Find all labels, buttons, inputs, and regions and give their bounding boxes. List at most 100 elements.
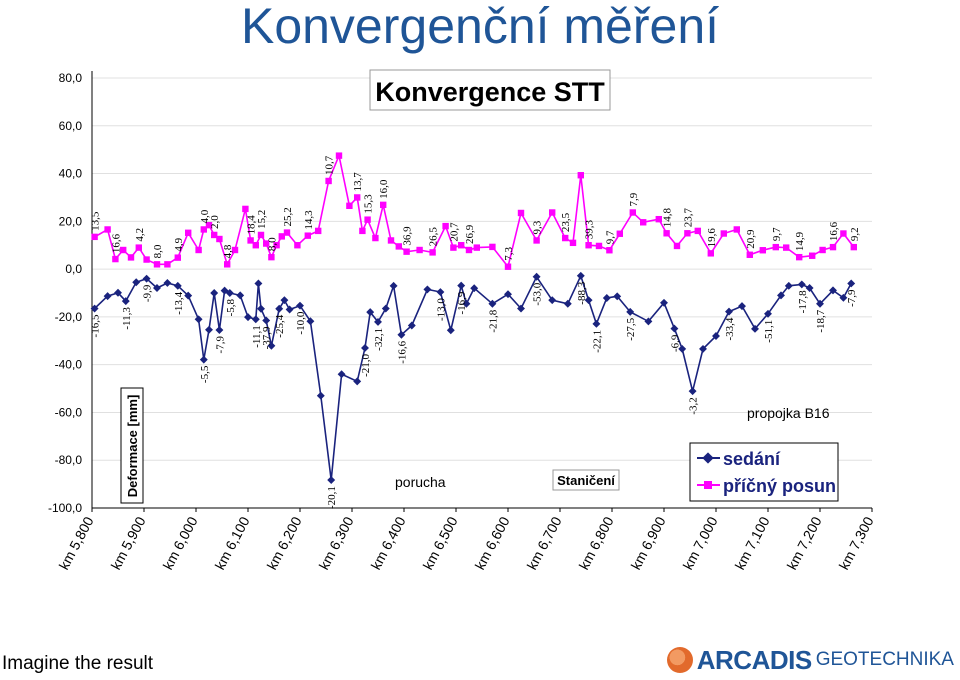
series-pricny-posun-point [673, 242, 681, 250]
series-pricny-posun-point [252, 242, 259, 249]
company-logo: ARCADIS GEOTECHNIKA [666, 644, 954, 675]
x-tick-label: km 7,200 [783, 514, 824, 573]
series-pricny-posun-point [153, 261, 161, 268]
series-pricny-posun-point [595, 242, 603, 250]
data-label-pricny: 36,9 [402, 226, 414, 246]
series-pricny-posun-point [174, 254, 181, 261]
legend: sedání příčný posun [689, 442, 839, 502]
data-label-pricny: 9,2 [849, 227, 861, 241]
y-title-box [120, 387, 144, 504]
series-pricny-posun-point [395, 243, 402, 250]
data-label-sedani: -7,9 [214, 336, 226, 354]
series-sedani-point [153, 284, 161, 292]
x-tick-label: km 6,900 [627, 514, 668, 573]
series-sedani-point [592, 319, 601, 328]
x-tick-label: km 5,900 [107, 514, 148, 573]
x-axis-title: Staničení [557, 473, 615, 488]
series-pricny-posun-point [489, 243, 496, 251]
data-label-sedani: -37,9 [261, 326, 273, 349]
series-pricny-posun-point [211, 231, 218, 239]
data-label-pricny: 4,9 [173, 237, 185, 251]
data-label-sedani: -88,3 [576, 281, 588, 304]
data-label-pricny: 15,2 [256, 210, 268, 229]
series-pricny-posun-point [577, 172, 584, 179]
series-pricny-posun-point [684, 230, 691, 237]
x-title-box [552, 469, 620, 491]
data-label-pricny: 14,3 [303, 210, 315, 230]
series-sedani-point [132, 278, 141, 287]
series-pricny-posun-point [655, 215, 662, 223]
data-label-pricny: 25,2 [282, 207, 294, 226]
data-label-sedani: -3,2 [688, 397, 700, 414]
series-pricny-posun-point [783, 244, 790, 251]
series-sedani-point [644, 317, 653, 326]
data-label-pricny: 14,9 [794, 231, 806, 251]
x-tick-label: km 6,100 [211, 514, 252, 573]
series-pricny-posun-point [772, 243, 779, 251]
series-sedani-point [236, 291, 245, 300]
data-label-pricny: 23,7 [682, 208, 694, 228]
series-sedani-point [839, 293, 848, 302]
legend-marker-sedani [702, 452, 714, 464]
data-label-sedani: -51,1 [763, 320, 775, 343]
series-sedani-point [184, 291, 193, 300]
series-sedani-point [381, 304, 390, 313]
data-label-sedani: -16,5 [90, 314, 102, 337]
arcadis-logo-icon [666, 647, 693, 673]
x-tick-label: km 6,600 [471, 514, 512, 573]
series-sedani-point [361, 343, 369, 352]
y-tick-label: 60,0 [59, 119, 83, 133]
data-label-sedani: -18,7 [815, 309, 827, 332]
series-pricny-posun-point [247, 237, 254, 244]
data-label-pricny: 4,8 [222, 244, 234, 258]
x-tick-label: km 5,800 [55, 514, 96, 573]
series-sedani-point [397, 330, 406, 339]
series-sedani-point [267, 341, 276, 350]
data-label-pricny: 8,0 [266, 237, 278, 251]
series-sedani-point [262, 316, 271, 325]
series-pricny-posun-point [364, 216, 371, 223]
y-axis-title: Deformace [mm] [125, 395, 140, 498]
data-label-sedani: -27,5 [625, 317, 637, 340]
series-pricny-posun-point [746, 251, 753, 258]
series-pricny-posun-point [354, 194, 361, 201]
data-label-sedani: -7,9 [846, 289, 858, 307]
series-pricny-posun-point [294, 242, 301, 249]
y-tick-label: -60,0 [55, 405, 83, 419]
data-label-pricny: 26,5 [428, 227, 440, 247]
series-sedani-point [488, 299, 497, 308]
series-sedani-point [457, 281, 466, 290]
series-pricny-posun-point [91, 233, 98, 241]
x-tick-label: km 6,000 [159, 514, 200, 573]
x-tick-label: km 6,800 [575, 514, 616, 573]
series-pricny-posun-point [242, 205, 249, 213]
legend-label-sedani: sedání [723, 449, 781, 469]
data-label-pricny: 20,9 [745, 229, 757, 249]
y-tick-label: 40,0 [59, 167, 83, 181]
x-tick-label: km 6,200 [263, 514, 304, 573]
data-label-pricny: 7,9 [628, 192, 640, 206]
series-pricny-posun-point [231, 246, 239, 254]
series-pricny-posun-point [429, 249, 436, 256]
legend-marker-pricny [704, 481, 712, 489]
series-pricny-posun-point [504, 263, 512, 270]
series-pricny-posun-point [796, 253, 803, 261]
data-label-sedani: -20,1 [326, 486, 338, 509]
x-tick-label: km 7,000 [679, 514, 720, 573]
data-label-sedani: -10,0 [295, 311, 307, 334]
series-sedani-point [163, 279, 172, 287]
series-pricny-posun-point [205, 221, 213, 229]
series-sedani-point [103, 292, 112, 301]
x-tick-label: km 7,300 [835, 514, 876, 573]
logo-name: ARCADIS [696, 644, 812, 675]
series-pricny-posun-point [278, 233, 285, 240]
series-sedani-point [257, 304, 265, 313]
data-label-sedani: -5,5 [199, 365, 211, 383]
data-label-pricny: 13,7 [352, 172, 364, 192]
series-pricny-posun-point [585, 242, 592, 249]
series-pricny-posun-point [533, 237, 540, 244]
series-pricny-posun-point [442, 222, 449, 230]
series-pricny-posun-point [663, 230, 670, 237]
series-pricny-posun-point [840, 230, 847, 237]
series-sedani-point [244, 313, 252, 322]
